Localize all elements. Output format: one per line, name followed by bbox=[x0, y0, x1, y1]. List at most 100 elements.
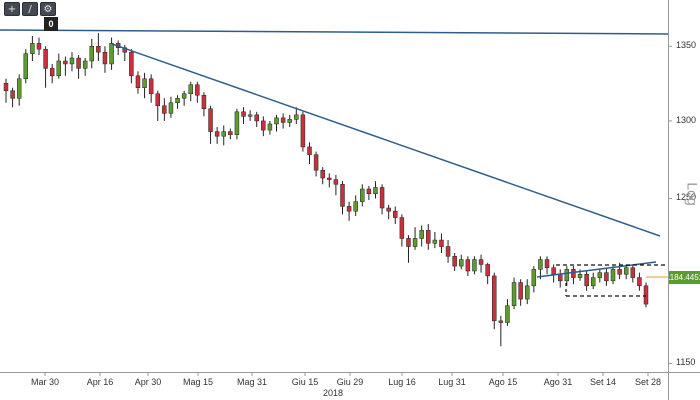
candle bbox=[214, 127, 220, 144]
candle bbox=[604, 267, 609, 286]
candle bbox=[294, 107, 299, 124]
descending-trendline bbox=[111, 43, 661, 237]
candle bbox=[386, 204, 391, 220]
candle bbox=[327, 173, 332, 188]
candle-body bbox=[432, 239, 438, 244]
candle-body bbox=[300, 114, 306, 148]
candle-body bbox=[564, 269, 570, 282]
x-tick-label: Apr 30 bbox=[134, 377, 162, 387]
candle bbox=[10, 87, 15, 108]
x-tick-label: Mag 31 bbox=[236, 377, 268, 387]
candle-body bbox=[221, 131, 226, 137]
candle bbox=[274, 114, 279, 132]
candle-body bbox=[175, 97, 180, 104]
candle-body bbox=[320, 169, 325, 179]
candle-body bbox=[135, 75, 141, 88]
y-tick-label: 1350 bbox=[676, 40, 697, 51]
candle-body bbox=[492, 275, 497, 322]
candle-body bbox=[313, 154, 319, 171]
candle-body bbox=[195, 84, 200, 96]
candle bbox=[597, 269, 603, 283]
candle bbox=[406, 235, 411, 263]
candle bbox=[23, 49, 29, 84]
x-tick-label: Mag 15 bbox=[182, 377, 214, 387]
candle bbox=[472, 256, 477, 275]
candle bbox=[135, 71, 141, 94]
x-tick-label: Ago 15 bbox=[488, 377, 518, 387]
candle bbox=[69, 52, 75, 72]
candle bbox=[399, 214, 405, 247]
gear-icon: ⚙ bbox=[43, 3, 53, 15]
candle bbox=[505, 299, 510, 326]
candle-body bbox=[10, 90, 15, 99]
candle bbox=[155, 90, 160, 121]
candle bbox=[300, 111, 306, 152]
x-tick-label: Set 28 bbox=[634, 377, 662, 387]
candle bbox=[571, 266, 576, 285]
candle-body bbox=[254, 114, 259, 122]
log-scale-label: Log bbox=[684, 182, 700, 206]
candle bbox=[162, 98, 167, 121]
candle-body bbox=[511, 282, 517, 307]
candle-body bbox=[439, 239, 444, 247]
candle bbox=[228, 128, 233, 140]
candle bbox=[181, 90, 187, 106]
candle-body bbox=[327, 177, 332, 180]
candle bbox=[195, 81, 200, 103]
candle-body bbox=[148, 78, 154, 94]
candle-body bbox=[129, 51, 134, 77]
candle bbox=[623, 264, 629, 280]
candle bbox=[518, 279, 523, 306]
candle bbox=[643, 282, 649, 308]
candle bbox=[412, 227, 418, 250]
candle bbox=[49, 63, 55, 84]
candle-body bbox=[109, 43, 114, 65]
candle bbox=[426, 223, 431, 250]
trendline-button[interactable]: / bbox=[22, 2, 38, 16]
candle bbox=[30, 36, 35, 61]
candle-body bbox=[643, 285, 649, 305]
candle bbox=[234, 108, 240, 140]
candle-body bbox=[155, 93, 160, 107]
candle-body bbox=[366, 188, 372, 194]
candle-body bbox=[36, 43, 42, 50]
candle bbox=[267, 120, 273, 135]
candle bbox=[393, 206, 398, 224]
candle-body bbox=[571, 269, 576, 278]
candle-body bbox=[201, 94, 207, 110]
candle bbox=[307, 142, 312, 164]
candle-body bbox=[353, 201, 358, 212]
candle-body bbox=[274, 117, 279, 125]
crosshair-button[interactable]: + bbox=[4, 2, 20, 16]
candle bbox=[531, 266, 537, 293]
candle bbox=[419, 225, 424, 247]
candle-body bbox=[452, 256, 457, 267]
candle-body bbox=[485, 264, 490, 277]
candle-body bbox=[465, 259, 471, 272]
x-tick-label: Giu 29 bbox=[336, 377, 364, 387]
candle bbox=[56, 53, 62, 79]
candle-body bbox=[340, 184, 345, 207]
candle bbox=[439, 233, 444, 254]
candle bbox=[208, 105, 213, 144]
candle bbox=[16, 74, 22, 106]
x-tick-label: Ago 31 bbox=[543, 377, 573, 387]
settings-button[interactable]: ⚙ bbox=[40, 2, 56, 16]
candle-body bbox=[49, 68, 55, 77]
candle-body bbox=[505, 305, 510, 323]
candle-body bbox=[102, 51, 108, 65]
candle-body bbox=[76, 57, 81, 69]
candle bbox=[346, 201, 352, 221]
candle-body bbox=[208, 108, 213, 132]
candle-body bbox=[459, 259, 464, 267]
candle-body bbox=[214, 131, 220, 137]
x-tick-label: Giu 15 bbox=[291, 377, 319, 387]
candle bbox=[432, 231, 438, 249]
candle bbox=[452, 253, 457, 271]
trendline-icon: / bbox=[28, 3, 32, 15]
y-tick-label: 1300 bbox=[676, 114, 697, 125]
candle-body bbox=[333, 179, 339, 185]
candle bbox=[254, 111, 259, 128]
